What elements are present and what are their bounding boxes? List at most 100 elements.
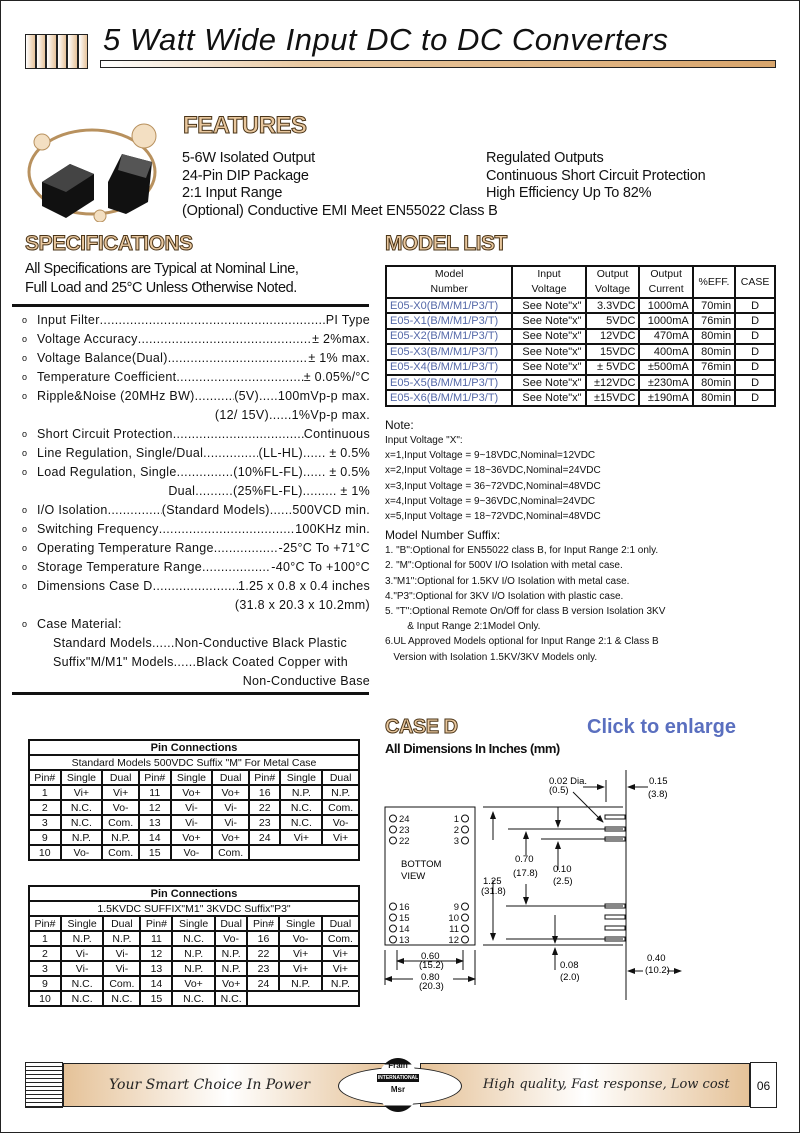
spec-label: Load Regulation, Single xyxy=(37,465,177,479)
spec-value: (Standard Models)......500VCD min. xyxy=(161,503,370,517)
page-number: 06 xyxy=(750,1062,777,1108)
table-cell: Vi+ xyxy=(59,784,104,801)
pin-hole-icon xyxy=(461,825,469,834)
bullet-icon: o xyxy=(22,619,28,629)
leader-dots xyxy=(108,501,162,520)
table-cell: Com. xyxy=(101,844,140,861)
leader-dots xyxy=(177,463,234,482)
table-cell: Vi- xyxy=(102,960,142,977)
dim-label: (2.5) xyxy=(553,876,573,887)
table-cell: N.P. xyxy=(279,784,324,801)
table-cell: Vi+ xyxy=(321,829,360,846)
table-cell: 22 xyxy=(246,945,281,962)
features-right: Regulated Outputs Continuous Short Circu… xyxy=(486,150,706,203)
table-cell: ±15VDC xyxy=(584,389,641,407)
table-row: E05-X1(B/M/M1/P3/T) See Note"x" 5VDC 1000mA… xyxy=(384,312,776,330)
spec-value: (10%FL-FL)...... ± 0.5% xyxy=(233,465,370,479)
model-number-link[interactable]: E05-X3(B/M/M1/P3/T) xyxy=(384,343,514,361)
table-cell: N.C. xyxy=(213,990,249,1007)
table-cell: Vi+ xyxy=(278,960,323,977)
pin-number: 23 xyxy=(399,825,410,836)
dim-label: 0.70 xyxy=(515,854,534,865)
column-header: %EFF. xyxy=(691,265,737,299)
model-number-link[interactable]: E05-X1(B/M/M1/P3/T) xyxy=(384,312,514,330)
table-row: E05-X4(B/M/M1/P3/T) See Note"x" ± 5VDC ±500… xyxy=(384,358,776,376)
leader-dots xyxy=(153,577,238,596)
pin-hole-icon xyxy=(461,913,469,922)
table-row: 1 Vi+ Vi+ 11 Vo+ Vo+ 16 N.P. N.P. xyxy=(28,784,360,801)
model-number-link[interactable]: E05-X0(B/M/M1/P3/T) xyxy=(384,296,514,315)
column-header: Dual xyxy=(211,769,250,786)
suffix-line: 2. "M":Optional for 500V I/O Isolation w… xyxy=(385,560,623,572)
table-row: 1 N.P. N.P. 11 N.C. Vo- 16 Vo- Com. xyxy=(28,930,361,947)
company-logo: Frain INTERNATIONAL Msr xyxy=(377,1058,419,1112)
pin-hole-icon xyxy=(389,902,397,911)
feature-item: 5-6W Isolated Output xyxy=(182,150,316,166)
table-cell: N.C. xyxy=(59,990,105,1007)
table-cell: Com. xyxy=(101,814,140,831)
bottom-view-label: BOTTOM xyxy=(401,859,442,870)
spec-label: Ripple&Noise (20MHz BW) xyxy=(37,389,195,403)
table-subtitle: Standard Models 500VDC Suffix "M" For Me… xyxy=(28,754,360,771)
leader-dots xyxy=(214,539,279,558)
table-cell: Vi+ xyxy=(278,945,323,962)
column-header: Dual xyxy=(321,769,360,786)
table-cell: N.P. xyxy=(171,945,216,962)
table-cell: 13 xyxy=(137,814,172,831)
model-number-link[interactable]: E05-X5(B/M/M1/P3/T) xyxy=(384,373,514,392)
column-header: Single xyxy=(171,915,216,932)
table-cell: 400mA xyxy=(638,343,694,361)
table-cell: Vi+ xyxy=(320,960,361,977)
model-number-link[interactable]: E05-X2(B/M/M1/P3/T) xyxy=(384,327,514,346)
input-voltage-line: x=2,Input Voltage = 18~36VDC,Nominal=24V… xyxy=(385,465,601,477)
dim-label: (0.5) xyxy=(549,785,569,796)
spec-label: Operating Temperature Range xyxy=(37,541,214,555)
spec-item: o Operating Temperature Range -25°C To +71… xyxy=(22,539,370,558)
spec-item: o Voltage Accuracy ± 2%max. xyxy=(22,330,370,349)
header-logo-bars xyxy=(25,34,88,69)
pin-hole-icon xyxy=(389,924,397,933)
table-row: 9 N.P. N.P. 14 Vo+ Vo+ 24 Vi+ Vi+ xyxy=(28,829,360,846)
suffix-line: 4."P3":Optional for 3KV I/O Isolation wi… xyxy=(385,590,624,602)
dim-label: 0.02 Dia. xyxy=(549,776,587,787)
click-to-enlarge-link[interactable]: Click to enlarge xyxy=(587,716,736,738)
model-number-link[interactable]: E05-X6(B/M/M1/P3/T) xyxy=(384,389,514,407)
title-row: Pin Connections xyxy=(28,739,360,756)
table-cell: Vi- xyxy=(59,945,105,962)
table-cell: N.C. xyxy=(171,990,216,1007)
spec-label: Short Circuit Protection xyxy=(37,427,173,441)
model-number-link[interactable]: E05-X4(B/M/M1/P3/T) xyxy=(384,358,514,376)
table-cell: N.C. xyxy=(279,799,324,816)
pin-number: 1 xyxy=(454,814,459,825)
spec-value: 1.25 x 0.8 x 0.4 inches xyxy=(238,579,370,593)
table-cell: 80min xyxy=(691,373,737,392)
column-header: Dual xyxy=(102,915,142,932)
leader-dots xyxy=(138,330,312,349)
table-cell: N.P. xyxy=(320,975,361,992)
column-header: CASE xyxy=(734,265,776,299)
table-cell: N.P. xyxy=(102,930,142,947)
column-header: Input Voltage xyxy=(511,265,587,299)
table-cell: 76min xyxy=(691,312,737,330)
column-header: Single xyxy=(59,769,104,786)
table-row: 2 Vi- Vi- 12 N.P. N.P. 22 Vi+ Vi+ xyxy=(28,945,361,962)
column-header: Dual xyxy=(213,915,249,932)
footer-band-right: High quality, Fast response, Low cost xyxy=(420,1063,750,1107)
header-line: Number xyxy=(430,283,468,295)
suffix-line: 5. "T":Optional Remote On/Off for class … xyxy=(385,606,666,618)
table-row: E05-X5(B/M/M1/P3/T) See Note"x" ±12VDC ±230… xyxy=(384,373,776,392)
spec-item: o Input Filter PI Type xyxy=(22,311,370,330)
table-cell: 76min xyxy=(691,358,737,376)
dim-label: (31.8) xyxy=(481,886,506,897)
table-cell: Com. xyxy=(321,799,360,816)
dim-label: 0.60 xyxy=(421,951,440,962)
bullet-icon: o xyxy=(22,448,28,458)
suffix-line: & Input Range 2:1Model Only. xyxy=(385,621,541,633)
pin-connections-table-standard: Pin Connections Standard Models 500VDC Su… xyxy=(28,739,361,861)
pin-hole-icon xyxy=(461,924,469,933)
subtitle-row: Standard Models 500VDC Suffix "M" For Me… xyxy=(28,754,360,771)
column-header: Output Voltage xyxy=(584,265,641,299)
column-header: Pin# xyxy=(28,769,62,786)
table-row: 10 N.C. N.C. 15 N.C. N.C. xyxy=(28,990,360,1007)
